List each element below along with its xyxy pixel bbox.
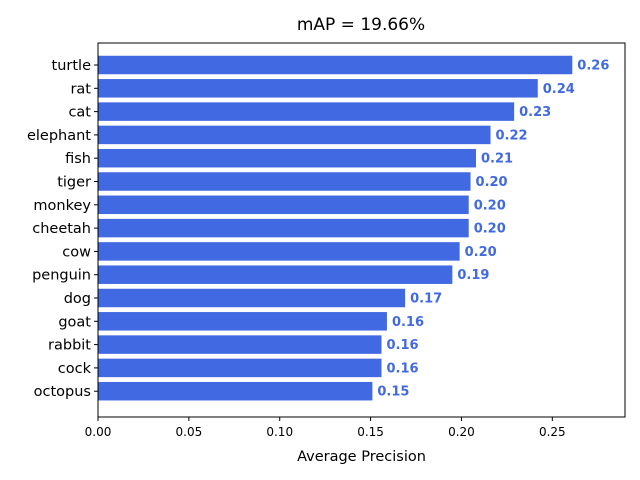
bar-elephant — [98, 125, 491, 145]
category-label-rabbit: rabbit — [48, 338, 91, 354]
bar-monkey — [98, 195, 469, 215]
x-tick-label-1: 0.05 — [176, 425, 203, 439]
bar-cheetah — [98, 218, 469, 238]
x-tick-label-3: 0.15 — [357, 425, 384, 439]
category-label-monkey: monkey — [33, 198, 91, 214]
value-label-penguin: 0.19 — [457, 268, 489, 283]
bar-goat — [98, 312, 387, 331]
value-label-cat: 0.23 — [519, 105, 551, 120]
bar-cow — [98, 242, 460, 261]
value-label-turtle: 0.26 — [577, 59, 609, 74]
category-label-dog: dog — [64, 291, 91, 307]
category-label-cock: cock — [58, 361, 92, 377]
value-label-tiger: 0.20 — [476, 175, 508, 190]
category-label-cat: cat — [68, 105, 91, 121]
category-label-goat: goat — [58, 314, 91, 330]
category-label-elephant: elephant — [27, 128, 91, 144]
bar-rat — [98, 79, 538, 98]
x-axis-label: Average Precision — [297, 449, 426, 465]
category-label-octopus: octopus — [34, 384, 91, 400]
bars-group — [98, 55, 573, 401]
bar-turtle — [98, 55, 573, 75]
bar-penguin — [98, 265, 453, 284]
x-tick-label-5: 0.25 — [539, 425, 566, 439]
value-label-cock: 0.16 — [386, 361, 418, 376]
x-tick-label-4: 0.20 — [448, 425, 475, 439]
category-label-turtle: turtle — [52, 58, 92, 74]
category-label-cheetah: cheetah — [32, 221, 91, 237]
category-label-rat: rat — [70, 81, 91, 97]
value-label-goat: 0.16 — [392, 315, 424, 330]
value-label-dog: 0.17 — [410, 292, 442, 307]
value-label-fish: 0.21 — [481, 152, 513, 167]
value-label-cheetah: 0.20 — [474, 222, 506, 237]
x-tick-label-0: 0.00 — [85, 425, 112, 439]
value-label-monkey: 0.20 — [474, 198, 506, 213]
category-label-fish: fish — [65, 151, 91, 167]
x-axis-ticks-group: 0.00 0.05 0.10 0.15 0.20 0.25 — [85, 417, 566, 439]
category-label-cow: cow — [62, 244, 91, 260]
category-labels-group: turtle rat cat elephant fish tiger monkey cheet… — [27, 58, 98, 400]
value-label-rabbit: 0.16 — [386, 338, 418, 353]
plot-frame — [97, 42, 626, 418]
bar-octopus — [98, 381, 373, 401]
x-tick-label-2: 0.10 — [266, 425, 293, 439]
bar-fish — [98, 148, 476, 168]
bar-rabbit — [98, 335, 382, 354]
category-label-tiger: tiger — [57, 175, 91, 191]
bar-dog — [98, 288, 406, 308]
value-labels-group: 0.260.24 0.23 0.22 0.21 0.20 0.20 0.20 0.20 0.19… — [377, 59, 609, 400]
value-label-octopus: 0.15 — [377, 385, 409, 400]
value-label-rat: 0.24 — [543, 82, 575, 97]
bar-cock — [98, 358, 382, 378]
chart-title: mAP = 19.66% — [297, 15, 425, 35]
value-label-elephant: 0.22 — [496, 128, 528, 143]
value-label-cow: 0.20 — [465, 245, 497, 260]
bar-cat — [98, 102, 515, 121]
category-label-penguin: penguin — [32, 268, 91, 284]
bar-tiger — [98, 172, 471, 191]
